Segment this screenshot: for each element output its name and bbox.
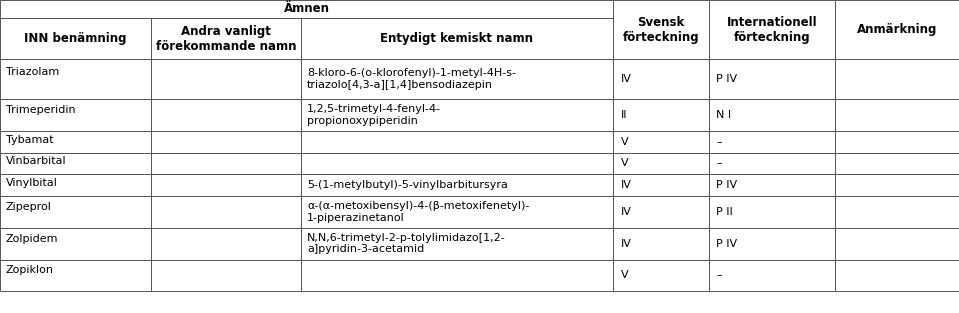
Text: 5-(1-metylbutyl)-5-vinylbarbitursyra: 5-(1-metylbutyl)-5-vinylbarbitursyra	[307, 180, 507, 190]
Bar	[835, 196, 959, 228]
Bar	[151, 196, 301, 228]
Bar	[613, 59, 709, 99]
Bar	[151, 99, 301, 131]
Text: P IV: P IV	[716, 180, 737, 190]
Bar	[835, 99, 959, 131]
Text: Tybamat: Tybamat	[6, 135, 54, 145]
Bar	[835, 259, 959, 291]
Bar	[0, 152, 151, 174]
Text: Internationell
förteckning: Internationell förteckning	[727, 16, 817, 44]
Text: V: V	[620, 137, 628, 147]
Bar	[709, 228, 835, 259]
Bar	[301, 131, 613, 152]
Text: 1,2,5-trimetyl-4-fenyl-4-
propionoxypiperidin: 1,2,5-trimetyl-4-fenyl-4- propionoxypipe…	[307, 104, 441, 126]
Bar	[0, 131, 151, 152]
Bar	[151, 59, 301, 99]
Bar	[835, 174, 959, 196]
Bar	[151, 18, 301, 59]
Bar	[709, 259, 835, 291]
Text: Trimeperidin: Trimeperidin	[6, 105, 76, 115]
Bar	[301, 228, 613, 259]
Bar	[301, 152, 613, 174]
Text: Svensk
förteckning: Svensk förteckning	[622, 16, 699, 44]
Text: Zipeprol: Zipeprol	[6, 202, 52, 212]
Bar	[301, 259, 613, 291]
Text: IV: IV	[620, 207, 631, 217]
Text: Entydigt kemiskt namn: Entydigt kemiskt namn	[381, 32, 533, 45]
Bar	[151, 152, 301, 174]
Text: P II: P II	[716, 207, 733, 217]
Bar	[613, 0, 709, 59]
Text: Andra vanligt
förekommande namn: Andra vanligt förekommande namn	[155, 25, 296, 53]
Bar	[709, 152, 835, 174]
Bar	[613, 174, 709, 196]
Bar	[613, 99, 709, 131]
Text: II: II	[620, 110, 627, 120]
Text: –: –	[716, 158, 722, 168]
Text: 8-kloro-6-(o-klorofenyl)-1-metyl-4H-s-
triazolo[4,3-a][1,4]bensodiazepin: 8-kloro-6-(o-klorofenyl)-1-metyl-4H-s- t…	[307, 69, 516, 90]
Text: –: –	[716, 137, 722, 147]
Text: N I: N I	[716, 110, 732, 120]
Bar	[613, 196, 709, 228]
Text: Ämnen: Ämnen	[284, 3, 329, 15]
Bar	[0, 259, 151, 291]
Text: Vinbarbital: Vinbarbital	[6, 156, 66, 167]
Text: Anmärkning: Anmärkning	[857, 23, 937, 36]
Text: Zopiklon: Zopiklon	[6, 265, 54, 275]
Bar	[835, 228, 959, 259]
Bar	[151, 131, 301, 152]
Bar	[301, 99, 613, 131]
Bar	[0, 196, 151, 228]
Text: Zolpidem: Zolpidem	[6, 233, 58, 244]
Bar	[151, 228, 301, 259]
Bar	[151, 174, 301, 196]
Bar	[613, 131, 709, 152]
Text: N,N,6-trimetyl-2-p-tolylimidazo[1,2-
a]pyridin-3-acetamid: N,N,6-trimetyl-2-p-tolylimidazo[1,2- a]p…	[307, 233, 505, 254]
Text: V: V	[620, 158, 628, 168]
Bar	[835, 131, 959, 152]
Bar	[0, 228, 151, 259]
Text: IV: IV	[620, 180, 631, 190]
Bar	[835, 0, 959, 59]
Text: –: –	[716, 270, 722, 280]
Bar	[0, 174, 151, 196]
Text: INN benämning: INN benämning	[24, 32, 127, 45]
Bar	[709, 99, 835, 131]
Text: V: V	[620, 270, 628, 280]
Text: IV: IV	[620, 74, 631, 84]
Text: Triazolam: Triazolam	[6, 67, 59, 77]
Bar	[709, 59, 835, 99]
Bar	[301, 59, 613, 99]
Bar	[0, 99, 151, 131]
Text: Vinylbital: Vinylbital	[6, 178, 58, 188]
Bar	[709, 174, 835, 196]
Bar	[613, 152, 709, 174]
Bar	[0, 0, 613, 18]
Bar	[613, 228, 709, 259]
Bar	[613, 259, 709, 291]
Bar	[709, 0, 835, 59]
Bar	[835, 152, 959, 174]
Bar	[301, 174, 613, 196]
Bar	[709, 131, 835, 152]
Bar	[0, 59, 151, 99]
Bar	[0, 18, 151, 59]
Text: P IV: P IV	[716, 239, 737, 249]
Bar	[151, 259, 301, 291]
Bar	[835, 59, 959, 99]
Bar	[709, 196, 835, 228]
Text: α-(α-metoxibensyl)-4-(β-metoxifenetyl)-
1-piperazinetanol: α-(α-metoxibensyl)-4-(β-metoxifenetyl)- …	[307, 201, 529, 223]
Bar	[301, 196, 613, 228]
Bar	[301, 18, 613, 59]
Text: P IV: P IV	[716, 74, 737, 84]
Text: IV: IV	[620, 239, 631, 249]
